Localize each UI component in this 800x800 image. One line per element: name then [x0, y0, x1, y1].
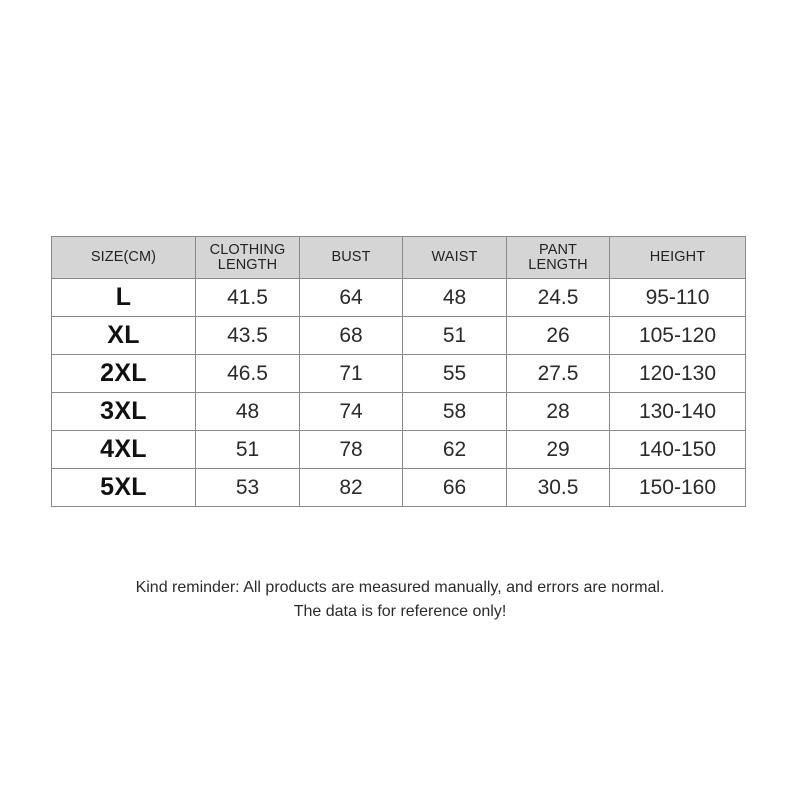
- column-header-waist: WAIST: [402, 236, 507, 279]
- footnote: Kind reminder: All products are measured…: [0, 576, 800, 624]
- table-row: 2XL 46.5 71 55 27.5 120-130: [51, 354, 746, 393]
- cell-height: 95-110: [609, 278, 746, 317]
- table-body: L 41.5 64 48 24.5 95-110 XL 43.5 68 51 2…: [51, 278, 746, 507]
- column-header-bust: BUST: [299, 236, 403, 279]
- column-header-bust-line1: BUST: [331, 249, 371, 266]
- cell-waist: 58: [402, 392, 507, 431]
- cell-clothing-length: 43.5: [195, 316, 300, 355]
- cell-clothing-length: 46.5: [195, 354, 300, 393]
- column-header-size: SIZE(CM): [51, 236, 196, 279]
- cell-pant-length: 27.5: [506, 354, 610, 393]
- cell-clothing-length: 41.5: [195, 278, 300, 317]
- cell-bust: 71: [299, 354, 403, 393]
- header-row: SIZE(CM) CLOTHING LENGTH BUST WAIST PANT: [51, 236, 746, 279]
- cell-pant-length: 26: [506, 316, 610, 355]
- table-row: L 41.5 64 48 24.5 95-110: [51, 278, 746, 317]
- cell-bust: 64: [299, 278, 403, 317]
- column-header-clothing-length-line1: CLOTHING: [209, 241, 286, 258]
- cell-clothing-length: 51: [195, 430, 300, 469]
- cell-size: 5XL: [51, 468, 196, 507]
- cell-waist: 51: [402, 316, 507, 355]
- cell-pant-length: 28: [506, 392, 610, 431]
- footnote-line-2: The data is for reference only!: [293, 603, 507, 620]
- column-header-size-line1: SIZE(CM): [90, 249, 157, 266]
- column-header-pant-length-line2: LENGTH: [528, 256, 588, 273]
- cell-height: 140-150: [609, 430, 746, 469]
- cell-height: 105-120: [609, 316, 746, 355]
- cell-waist: 48: [402, 278, 507, 317]
- cell-bust: 82: [299, 468, 403, 507]
- size-table: SIZE(CM) CLOTHING LENGTH BUST WAIST PANT: [51, 236, 746, 507]
- cell-size: 2XL: [51, 354, 196, 393]
- cell-height: 150-160: [609, 468, 746, 507]
- cell-size: L: [51, 278, 196, 317]
- cell-height: 130-140: [609, 392, 746, 431]
- column-header-pant-length-line1: PANT: [539, 241, 577, 258]
- cell-size: 4XL: [51, 430, 196, 469]
- size-table-container: SIZE(CM) CLOTHING LENGTH BUST WAIST PANT: [51, 236, 746, 507]
- table-header: SIZE(CM) CLOTHING LENGTH BUST WAIST PANT: [51, 236, 746, 279]
- cell-pant-length: 29: [506, 430, 610, 469]
- cell-height: 120-130: [609, 354, 746, 393]
- cell-bust: 68: [299, 316, 403, 355]
- column-header-pant-length: PANT LENGTH: [506, 236, 610, 279]
- column-header-clothing-length-line2: LENGTH: [217, 256, 278, 273]
- cell-clothing-length: 48: [195, 392, 300, 431]
- cell-pant-length: 30.5: [506, 468, 610, 507]
- footnote-line-1: Kind reminder: All products are measured…: [135, 579, 665, 596]
- cell-waist: 62: [402, 430, 507, 469]
- cell-waist: 55: [402, 354, 507, 393]
- table-row: 4XL 51 78 62 29 140-150: [51, 430, 746, 469]
- column-header-clothing-length: CLOTHING LENGTH: [195, 236, 300, 279]
- column-header-height-line1: HEIGHT: [649, 249, 706, 266]
- cell-size: XL: [51, 316, 196, 355]
- cell-size: 3XL: [51, 392, 196, 431]
- table-row: XL 43.5 68 51 26 105-120: [51, 316, 746, 355]
- table-row: 5XL 53 82 66 30.5 150-160: [51, 468, 746, 507]
- cell-bust: 78: [299, 430, 403, 469]
- table-row: 3XL 48 74 58 28 130-140: [51, 392, 746, 431]
- column-header-height: HEIGHT: [609, 236, 746, 279]
- cell-pant-length: 24.5: [506, 278, 610, 317]
- cell-waist: 66: [402, 468, 507, 507]
- cell-bust: 74: [299, 392, 403, 431]
- cell-clothing-length: 53: [195, 468, 300, 507]
- column-header-waist-line1: WAIST: [431, 249, 478, 266]
